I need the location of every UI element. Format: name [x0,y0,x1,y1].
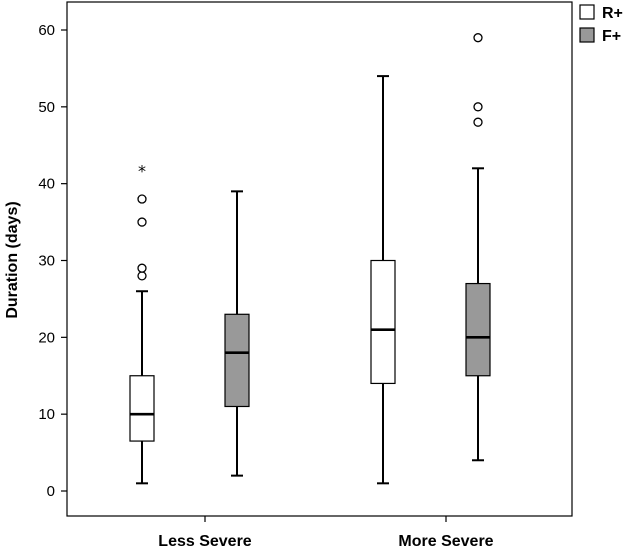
y-tick-label: 50 [38,99,55,116]
box-R+-less-severe: * [129,161,155,485]
box-F+-less-severe [224,190,250,477]
x-tick-label: More Severe [398,533,493,549]
outlier-point [473,117,483,127]
outlier-point [137,217,147,227]
box-R+-more-severe [370,75,396,485]
y-tick-label: 10 [38,406,55,423]
box-F+-more-severe [465,33,491,462]
legend-label: R+ [602,5,623,22]
box-iqr [129,375,155,442]
plot-frame [66,1,573,517]
y-axis-title: Duration (days) [4,201,21,318]
y-tick-label: 20 [38,329,55,346]
y-axis: 0 10 20 30 40 50 60 [38,22,67,500]
outlier-point [473,33,483,43]
y-tick-label: 60 [38,22,55,39]
y-tick-label: 30 [38,253,55,270]
legend-item-F+: F+ [579,27,621,45]
legend-swatch [579,4,595,20]
outlier-point [137,263,147,273]
outlier-point [137,271,147,281]
box-series: * [129,33,491,485]
y-tick-label: 40 [38,176,55,193]
outlier-point [473,102,483,112]
box-iqr [224,313,250,408]
legend-swatch [579,27,595,43]
legend-label: F+ [602,28,621,45]
legend-item-R+: R+ [579,4,623,22]
outlier-point [137,194,147,204]
legend: R+ F+ [579,4,623,45]
box-iqr [370,259,396,385]
y-tick-label: 0 [47,483,55,500]
x-axis: Less Severe More Severe [158,516,494,549]
extreme-point: * [138,161,146,180]
x-tick-label: Less Severe [158,533,252,549]
box-iqr [465,282,491,377]
